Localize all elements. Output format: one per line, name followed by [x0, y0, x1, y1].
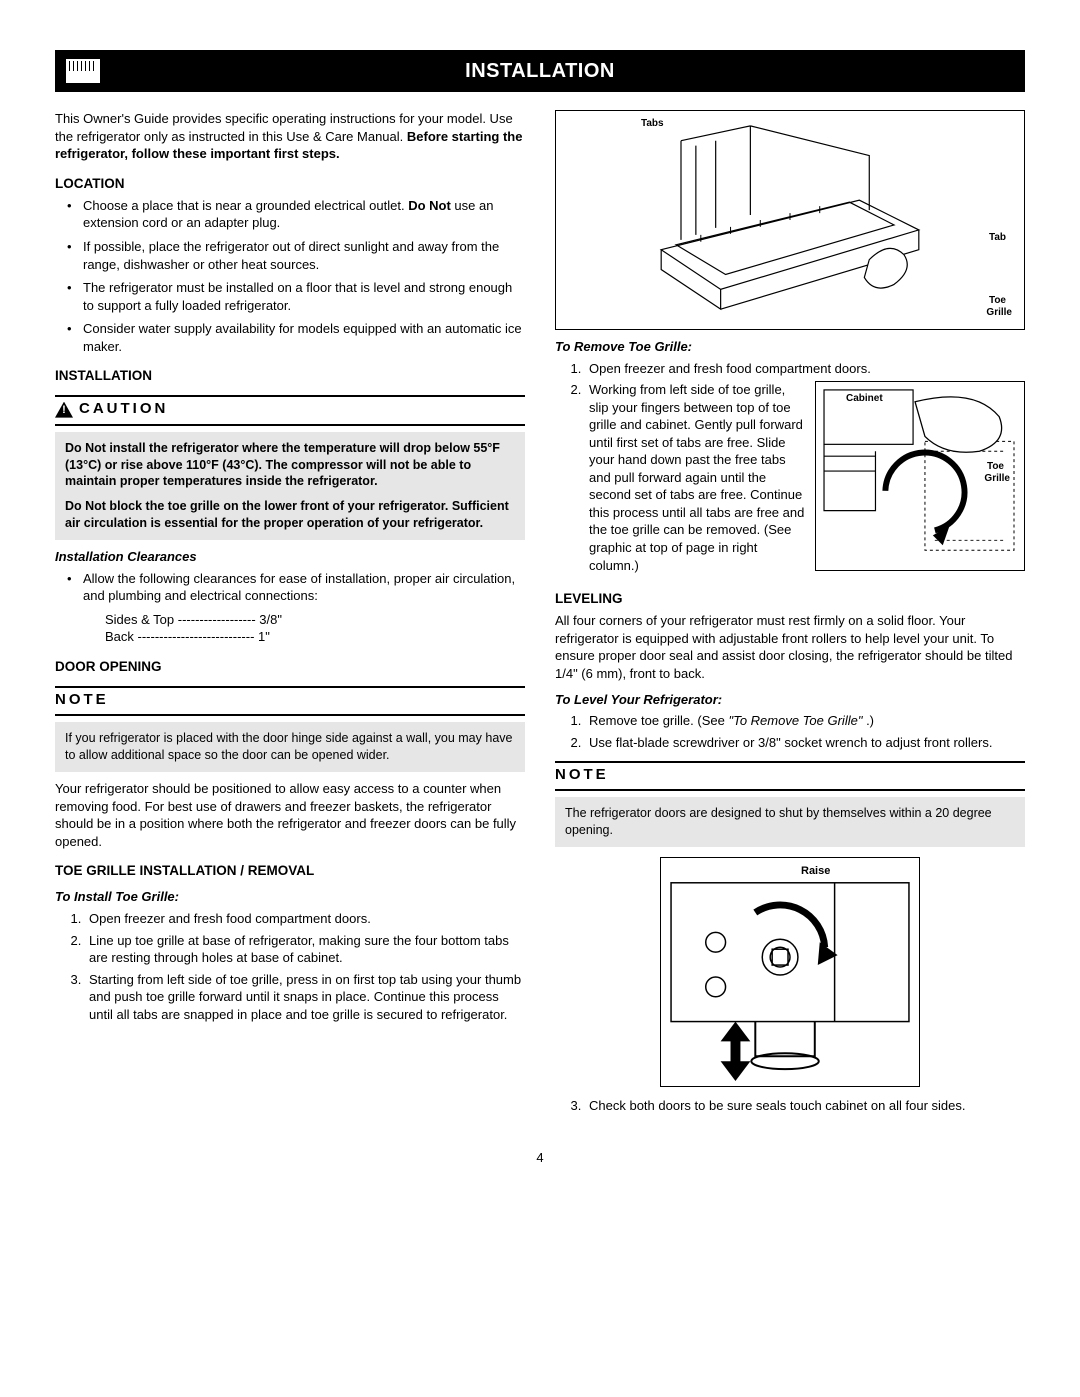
door-note-body: If you refrigerator is placed with the d…: [55, 722, 525, 772]
clearance-list: Allow the following clearances for ease …: [55, 570, 525, 605]
toe-remove-sub: To Remove Toe Grille:: [555, 338, 1025, 356]
lev-l3: Check both doors to be sure seals touch …: [585, 1097, 1025, 1115]
leveling-head: LEVELING: [555, 590, 1025, 608]
door-para: Your refrigerator should be positioned t…: [55, 780, 525, 850]
caution-p2: Do Not block the toe grille on the lower…: [65, 499, 509, 530]
lev-l1c: .): [862, 713, 874, 728]
toe-i2: Line up toe grille at base of refrigerat…: [85, 932, 525, 967]
content-columns: This Owner's Guide provides specific ope…: [55, 110, 1025, 1119]
fig1-tab-label: Tab: [989, 231, 1006, 245]
door-note-title: NOTE: [55, 688, 525, 714]
loc-b1: Choose a place that is near a grounded e…: [71, 197, 525, 232]
leveling-list-1: Remove toe grille. (See "To Remove Toe G…: [555, 712, 1025, 751]
toe-head: TOE GRILLE INSTALLATION / REMOVAL: [55, 862, 525, 880]
location-list: Choose a place that is near a grounded e…: [55, 197, 525, 355]
page-title: INSTALLATION: [465, 58, 615, 85]
right-column: Tabs Tab Toe Grille To Remove Toe Grille…: [555, 110, 1025, 1119]
cabinet-figure: Cabinet Toe Grille: [815, 381, 1025, 571]
toe-grille-figure: Tabs Tab Toe Grille: [555, 110, 1025, 330]
warning-icon: [55, 402, 73, 418]
caution-title-row: CAUTION: [55, 397, 525, 423]
fig1-grille-label: Grille: [986, 306, 1012, 320]
toe-r2: Working from left side of toe grille, sl…: [589, 382, 804, 572]
door-note-rule: [55, 714, 525, 716]
door-note-callout: NOTE If you refrigerator is placed with …: [55, 686, 525, 772]
leveling-note-body: The refrigerator doors are designed to s…: [555, 797, 1025, 847]
clear-l1: Sides & Top ------------------ 3/8": [105, 611, 525, 629]
caution-title: CAUTION: [79, 399, 168, 419]
loc-b3: The refrigerator must be installed on a …: [71, 279, 525, 314]
page-number: 4: [55, 1149, 1025, 1167]
left-column: This Owner's Guide provides specific ope…: [55, 110, 525, 1119]
install-head: INSTALLATION: [55, 367, 525, 385]
header-bar: 0 1 INSTALLATION: [55, 50, 1025, 92]
caution-callout: CAUTION Do Not install the refrigerator …: [55, 395, 525, 540]
raise-figure: Raise: [660, 857, 920, 1087]
leveling-para: All four corners of your refrigerator mu…: [555, 612, 1025, 682]
toe-i1: Open freezer and fresh food compartment …: [85, 910, 525, 928]
location-head: LOCATION: [55, 175, 525, 193]
clearance-head: Installation Clearances: [55, 548, 525, 566]
caution-rule: [55, 424, 525, 426]
loc-b1a: Choose a place that is near a grounded e…: [83, 198, 408, 213]
fig3-raise-label: Raise: [801, 864, 830, 879]
leveling-note-rule: [555, 789, 1025, 791]
leveling-note-callout: NOTE The refrigerator doors are designed…: [555, 761, 1025, 847]
remove-wrap: Open freezer and fresh food compartment …: [555, 360, 1025, 579]
caution-p1: Do Not install the refrigerator where th…: [65, 441, 500, 489]
fig3-svg: [661, 858, 919, 1086]
lev-l1: Remove toe grille. (See "To Remove Toe G…: [585, 712, 1025, 730]
loc-b1b: Do Not: [408, 198, 451, 213]
ruler-1: 1: [89, 71, 93, 82]
toe-install-list: Open freezer and fresh food compartment …: [55, 910, 525, 1023]
toe-i3: Starting from left side of toe grille, p…: [85, 971, 525, 1024]
intro-para: This Owner's Guide provides specific ope…: [55, 110, 525, 163]
clear-l2: Back --------------------------- 1": [105, 628, 525, 646]
lev-l1b: "To Remove Toe Grille": [728, 713, 862, 728]
toe-r2-item: Cabinet Toe Grille Working from left sid…: [585, 381, 1025, 574]
fig2-cabinet-label: Cabinet: [846, 392, 883, 406]
fig1-svg: [556, 111, 1024, 329]
ruler-icon: 0 1: [65, 58, 101, 84]
ruler-0: 0: [72, 71, 76, 82]
fig2-grille-label: Grille: [984, 472, 1010, 486]
clear-b1: Allow the following clearances for ease …: [71, 570, 525, 605]
lev-l1a: Remove toe grille. (See: [589, 713, 728, 728]
toe-r1: Open freezer and fresh food compartment …: [585, 360, 1025, 378]
door-head: DOOR OPENING: [55, 658, 525, 676]
leveling-list-2: Check both doors to be sure seals touch …: [555, 1097, 1025, 1115]
loc-b4: Consider water supply availability for m…: [71, 320, 525, 355]
toe-remove-list: Open freezer and fresh food compartment …: [555, 360, 1025, 575]
toe-install-sub: To Install Toe Grille:: [55, 888, 525, 906]
leveling-note-title: NOTE: [555, 763, 1025, 789]
lev-l2: Use flat-blade screwdriver or 3/8" socke…: [585, 734, 1025, 752]
loc-b2: If possible, place the refrigerator out …: [71, 238, 525, 273]
caution-body: Do Not install the refrigerator where th…: [55, 432, 525, 540]
fig1-tabs-label: Tabs: [641, 117, 664, 131]
leveling-sub: To Level Your Refrigerator:: [555, 691, 1025, 709]
clearance-values: Sides & Top ------------------ 3/8" Back…: [55, 611, 525, 646]
